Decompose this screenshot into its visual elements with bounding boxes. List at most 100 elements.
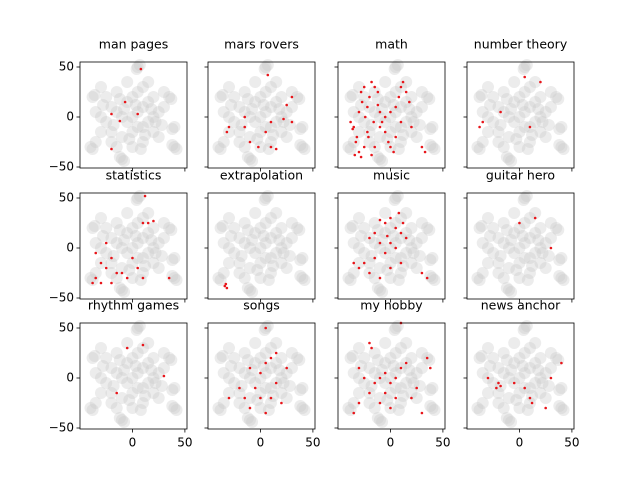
background-point [347, 237, 360, 249]
highlight-point [404, 90, 408, 94]
background-point [508, 247, 521, 259]
highlight-point [404, 236, 408, 240]
background-point [379, 377, 392, 389]
highlight-point [223, 284, 227, 288]
background-point [134, 143, 147, 155]
background-point [94, 387, 107, 399]
highlight-point [357, 150, 361, 154]
background-point [105, 397, 118, 409]
background-point [262, 404, 275, 416]
highlight-point [387, 140, 390, 144]
background-point [157, 217, 170, 229]
background-point [423, 354, 436, 366]
background-point [243, 372, 256, 384]
highlight-point [141, 221, 145, 225]
background-point [228, 377, 241, 389]
background-point [118, 155, 131, 167]
background-point [371, 412, 384, 424]
background-point [368, 402, 381, 414]
background-point [105, 126, 118, 138]
highlight-point [104, 241, 108, 245]
background-point [293, 93, 306, 105]
background-point [136, 252, 149, 264]
background-point [249, 96, 262, 108]
highlight-point [370, 153, 373, 157]
background-point [539, 131, 552, 143]
background-point [105, 362, 118, 374]
background-point [415, 347, 428, 359]
highlight-point [115, 391, 119, 395]
background-point [502, 242, 515, 254]
background-point [166, 400, 179, 412]
highlight-point [378, 241, 382, 245]
background-point [280, 237, 293, 249]
background-point [529, 207, 542, 219]
background-point [513, 402, 526, 414]
background-point [475, 350, 488, 362]
background-point [291, 222, 304, 234]
background-point [532, 364, 545, 376]
background-point [264, 342, 277, 354]
background-point [384, 272, 397, 284]
background-point [355, 360, 368, 372]
background-point [131, 322, 144, 334]
background-point [243, 392, 256, 404]
highlight-point [425, 276, 429, 280]
background-point [410, 262, 423, 274]
highlight-point [243, 396, 247, 400]
highlight-point [378, 218, 382, 222]
background-point [296, 272, 309, 284]
highlight-point [399, 120, 403, 124]
subplot-title: rhythm games [88, 298, 179, 313]
axes-frame [337, 192, 446, 300]
highlight-point [425, 356, 429, 360]
background-point [389, 106, 402, 118]
highlight-point [259, 396, 262, 400]
axes-frame [466, 322, 575, 430]
background-point [373, 153, 386, 165]
background-point [513, 111, 526, 123]
background-point [555, 402, 568, 414]
subplot-title: mars rovers [224, 37, 299, 52]
background-point [476, 367, 489, 379]
highlight-point [357, 266, 361, 270]
background-point [497, 217, 510, 229]
background-point [518, 347, 531, 359]
y-tick-label: 0 [66, 371, 74, 385]
background-point [233, 257, 246, 269]
background-point [426, 382, 439, 394]
background-point [494, 250, 507, 262]
background-point [277, 116, 290, 128]
background-point [508, 96, 521, 108]
background-point [523, 362, 536, 374]
x-tick-label: 0 [516, 436, 524, 450]
background-point [513, 91, 526, 103]
background-point [542, 380, 555, 392]
background-point [113, 224, 126, 236]
highlight-point [352, 125, 356, 129]
highlight-point [518, 221, 521, 225]
background-point [553, 254, 566, 266]
background-point [147, 257, 160, 269]
background-point [476, 267, 489, 279]
background-point [415, 101, 428, 113]
highlight-point [352, 411, 356, 415]
background-point [94, 342, 107, 354]
highlight-point [429, 366, 432, 370]
background-point [384, 257, 397, 269]
background-point [136, 212, 149, 224]
background-point [166, 254, 179, 266]
background-point [235, 380, 248, 392]
highlight-point [512, 381, 516, 385]
background-point [529, 337, 542, 349]
background-point [136, 101, 149, 113]
background-point [94, 81, 107, 93]
highlight-point [274, 147, 278, 151]
background-point [155, 380, 168, 392]
background-point [426, 141, 439, 153]
background-point [136, 342, 149, 354]
background-point [368, 86, 381, 98]
background-point [413, 119, 426, 131]
background-point [270, 227, 283, 239]
background-point [246, 155, 259, 167]
